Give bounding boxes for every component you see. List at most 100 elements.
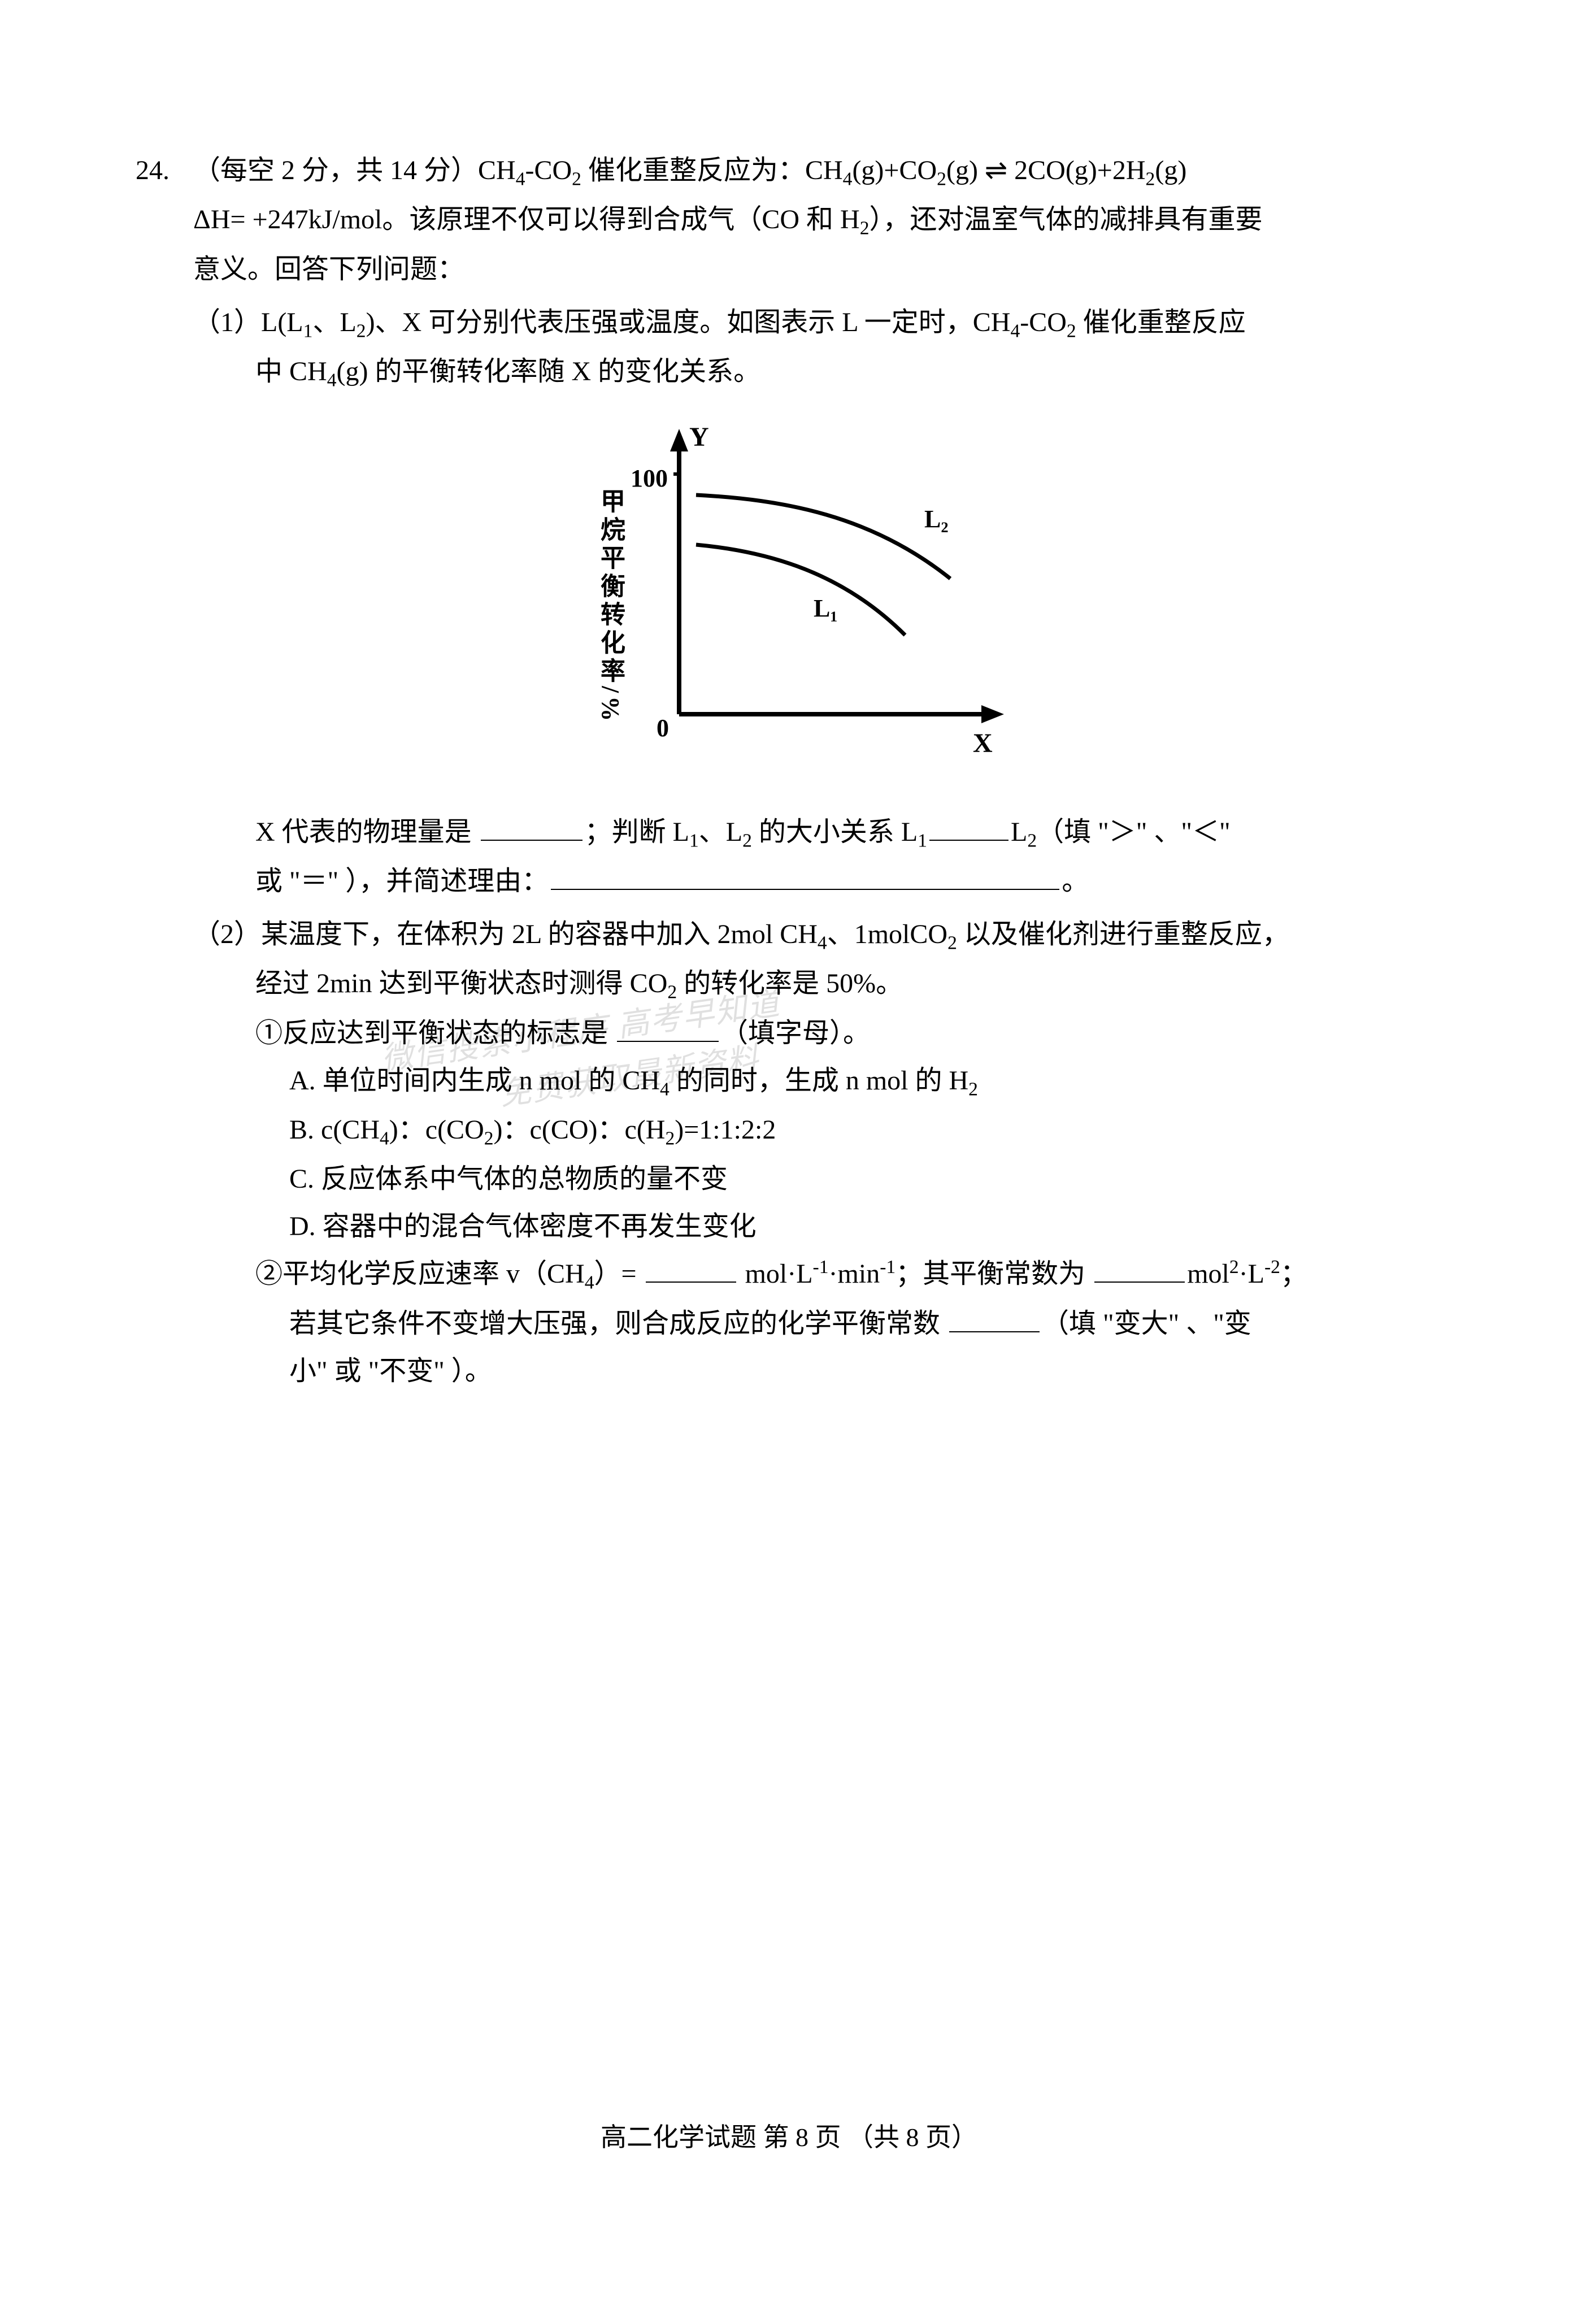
curve-label-L1: L₁	[814, 587, 838, 630]
sub4: 4	[818, 932, 827, 953]
sub2: 2	[1067, 320, 1076, 341]
sub1: 1	[689, 830, 699, 851]
txt: ·L	[1239, 1259, 1264, 1289]
question-body: （每空 2 分，共 14 分）CH4-CO2 催化重整反应为：CH4(g)+CO…	[193, 147, 1425, 1395]
txt: （每空 2 分，共 14 分）CH	[193, 155, 516, 185]
txt: ），还对温室气体的减排具有重要	[870, 205, 1263, 234]
y-axis-title: 甲烷平衡转化率/%	[589, 488, 632, 724]
blank-K[interactable]	[1094, 1254, 1185, 1283]
curve-L2	[696, 495, 950, 579]
origin-label: 0	[657, 706, 669, 750]
part-2-line2: 经过 2min 达到平衡状态时测得 CO2 的转化率是 50%。	[193, 960, 1425, 1009]
txt: (g) ⇌ 2CO(g)+2H	[946, 155, 1146, 185]
sub2: 2	[665, 1128, 675, 1149]
sub2: 2	[947, 932, 957, 953]
part-1-q-line2: 或 "＝" ），并简述理由： 。	[193, 858, 1425, 905]
txt: ΔH= +247kJ/mol。该原理不仅可以得到合成气（CO 和 H	[193, 205, 860, 234]
part-1-line1: （1）L(L1、L2)、X 可分别代表压强或温度。如图表示 L 一定时，CH4-…	[193, 299, 1425, 348]
txt: 。	[1062, 866, 1089, 896]
part-1-line2: 中 CH4(g) 的平衡转化率随 X 的变化关系。	[193, 348, 1425, 397]
chart-container: 甲烷平衡转化率/% Y	[193, 398, 1425, 809]
option-C: C. 反应体系中气体的总物质的量不变	[193, 1156, 1425, 1203]
sub2: 2	[667, 982, 677, 1003]
curve-label-L2: L₂	[924, 497, 949, 541]
blank-rate[interactable]	[646, 1254, 736, 1283]
txt: ）=	[594, 1259, 643, 1289]
txt: 中 CH	[255, 357, 327, 386]
sub4: 4	[327, 370, 337, 391]
option-B: B. c(CH4)：c(CO2)：c(CO)：c(H2)=1:1:2:2	[193, 1106, 1425, 1156]
txt: （1）L(L	[193, 307, 303, 337]
sub4: 4	[585, 1272, 594, 1293]
txt: -CO	[525, 155, 572, 185]
curve-L1	[696, 545, 905, 635]
txt: ·min	[829, 1259, 880, 1289]
txt: （填 "变大" 、"变	[1042, 1309, 1251, 1339]
sup2: 2	[1229, 1257, 1239, 1278]
txt: -CO	[1020, 307, 1067, 337]
sub4: 4	[660, 1079, 670, 1100]
x-axis-label: X	[973, 720, 993, 767]
txt: 若其它条件不变增大压强，则合成反应的化学平衡常数	[289, 1309, 947, 1339]
blank-physical-quantity[interactable]	[481, 813, 582, 841]
question-24: 24. （每空 2 分，共 14 分）CH4-CO2 催化重整反应为：CH4(g…	[136, 147, 1442, 1395]
txt: mol	[1187, 1259, 1229, 1289]
txt: 的转化率是 50%。	[677, 968, 903, 998]
option-A: A. 单位时间内生成 n mol 的 CH4 的同时，生成 n mol 的 H2	[193, 1057, 1425, 1106]
txt: X 代表的物理量是	[255, 817, 479, 847]
txt: B. c(CH	[289, 1115, 380, 1145]
txt: （填字母）。	[721, 1018, 870, 1048]
txt: (g)+CO	[852, 155, 937, 185]
txt: （填 "＞" 、"＜"	[1037, 817, 1230, 847]
sub2: 2	[742, 830, 752, 851]
txt: ①反应达到平衡状态的标志是	[255, 1018, 615, 1048]
txt: mol·L	[738, 1259, 813, 1289]
txt: 经过 2min 达到平衡状态时测得 CO	[255, 968, 667, 998]
sub-question-2-line3: 小" 或 "不变" ）。	[193, 1348, 1425, 1395]
txt: )、X 可分别代表压强或温度。如图表示 L 一定时，CH	[366, 307, 1011, 337]
txt: 的同时，生成 n mol 的 H	[670, 1066, 968, 1096]
option-D: D. 容器中的混合气体密度不再发生变化	[193, 1203, 1425, 1250]
part-1-q-line1: X 代表的物理量是 ；判断 L1、L2 的大小关系 L1L2（填 "＞" 、"＜…	[193, 809, 1425, 858]
watermark-region: 微信搜索小程序 高考早知道 免费获取最新资料 ①反应达到平衡状态的标志是 （填字…	[193, 1010, 1425, 1156]
txt: (g) 的平衡转化率随 X 的变化关系。	[336, 357, 760, 386]
sub1: 1	[918, 830, 927, 851]
part-2-line1: （2）某温度下，在体积为 2L 的容器中加入 2mol CH4、1molCO2 …	[193, 911, 1425, 960]
txt: 催化重整反应	[1076, 307, 1246, 337]
y-arrowhead-icon	[670, 429, 688, 451]
sub4: 4	[380, 1128, 389, 1149]
question-number: 24.	[136, 147, 186, 194]
sub4: 4	[843, 169, 853, 190]
sub2: 2	[860, 218, 870, 239]
sub2: 2	[484, 1128, 494, 1149]
txt: )=1:1:2:2	[675, 1115, 776, 1145]
txt: 、L	[312, 307, 356, 337]
sub2: 2	[1146, 169, 1155, 190]
sub4: 4	[516, 169, 525, 190]
sub2: 2	[572, 169, 581, 190]
sub1: 1	[303, 320, 313, 341]
txt: 、1molCO	[827, 919, 947, 949]
sub2: 2	[968, 1079, 978, 1100]
txt: 、L	[699, 817, 742, 847]
txt: ；	[1280, 1259, 1307, 1289]
txt: ；判断 L	[585, 817, 689, 847]
blank-equilibrium-mark[interactable]	[617, 1014, 719, 1042]
txt: ；其平衡常数为	[895, 1259, 1092, 1289]
txt: L	[1011, 817, 1027, 847]
sup-1: -1	[880, 1257, 895, 1278]
blank-K-change[interactable]	[949, 1304, 1040, 1332]
txt: （2）某温度下，在体积为 2L 的容器中加入 2mol CH	[193, 919, 818, 949]
sup-2: -2	[1264, 1257, 1280, 1278]
conversion-chart: 甲烷平衡转化率/% Y	[606, 420, 1012, 759]
y-label-top: Y	[689, 414, 709, 461]
blank-relation[interactable]	[929, 813, 1008, 841]
blank-reason[interactable]	[551, 862, 1059, 890]
txt: 的大小关系 L	[752, 817, 918, 847]
txt: 以及催化剂进行重整反应，	[957, 919, 1289, 949]
sub2: 2	[357, 320, 366, 341]
page-content: 24. （每空 2 分，共 14 分）CH4-CO2 催化重整反应为：CH4(g…	[0, 0, 1578, 1395]
sup-1: -1	[813, 1257, 829, 1278]
txt: ②平均化学反应速率 v（CH	[255, 1259, 585, 1289]
txt: 或 "＝" ），并简述理由：	[255, 866, 549, 896]
